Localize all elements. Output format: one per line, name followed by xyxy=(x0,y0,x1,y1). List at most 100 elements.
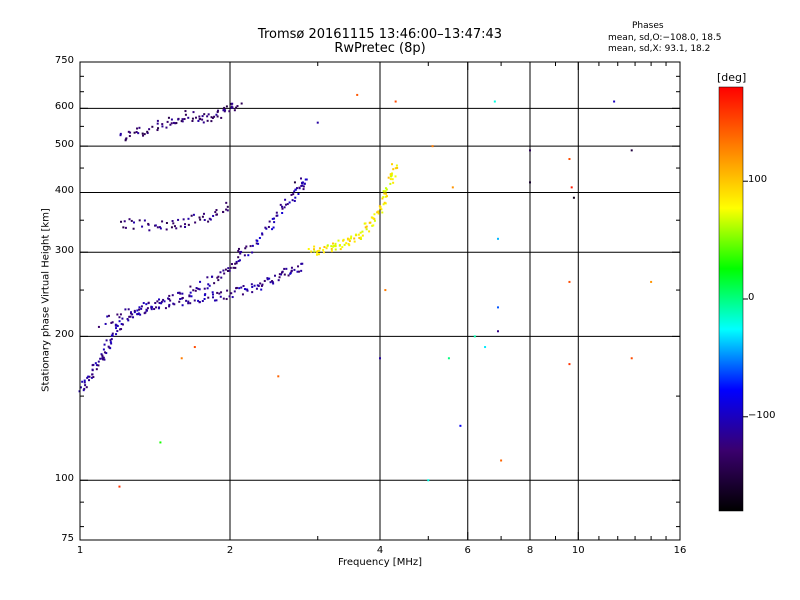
trace-point xyxy=(349,237,352,240)
trace-point xyxy=(226,209,229,212)
trace-point xyxy=(131,313,134,316)
trace-point xyxy=(277,279,280,282)
trace-point xyxy=(212,214,215,217)
colorbar xyxy=(718,86,744,512)
x-tick-label: 1 xyxy=(76,545,84,556)
trace-point xyxy=(272,226,275,229)
trace-point xyxy=(79,386,82,389)
trace-point xyxy=(318,249,321,252)
trace-point xyxy=(119,134,122,137)
trace-point xyxy=(156,300,159,303)
trace-point xyxy=(153,308,156,311)
echo-point xyxy=(568,363,571,366)
trace-point xyxy=(109,341,112,344)
trace-point xyxy=(310,250,313,253)
trace-point xyxy=(261,232,264,235)
trace-point xyxy=(284,198,287,201)
trace-point xyxy=(88,379,91,382)
trace-point xyxy=(193,299,196,302)
trace-point xyxy=(128,135,131,138)
trace-point xyxy=(184,223,187,226)
trace-point xyxy=(174,122,177,125)
trace-point xyxy=(251,285,254,288)
trace-point xyxy=(389,178,392,181)
trace-point xyxy=(150,305,153,308)
trace-point xyxy=(179,292,182,295)
trace-point xyxy=(155,306,158,309)
trace-point xyxy=(273,217,276,220)
echo-point xyxy=(568,158,571,161)
y-tick-label: 100 xyxy=(54,473,74,485)
trace-point xyxy=(129,131,132,134)
trace-point xyxy=(198,216,201,219)
trace-point xyxy=(143,133,146,136)
trace-point xyxy=(263,279,266,282)
trace-point xyxy=(127,130,130,133)
trace-point xyxy=(343,243,346,246)
phase-x-stats: mean, sd,X: 93.1, 18.2 xyxy=(608,44,711,54)
trace-point xyxy=(353,237,356,240)
trace-point xyxy=(135,131,138,134)
trace-point xyxy=(337,239,340,242)
echo-point xyxy=(568,280,571,283)
trace-point xyxy=(118,316,121,319)
trace-point xyxy=(216,291,219,294)
echo-point xyxy=(572,196,575,199)
trace-point xyxy=(207,283,210,286)
y-axis-label: Stationary phase Virtual Height [km] xyxy=(40,208,52,392)
trace-point xyxy=(372,224,375,227)
trace-point xyxy=(132,221,135,224)
colorbar-tick-label: −100 xyxy=(748,409,776,421)
trace-point xyxy=(119,313,122,316)
trace-point xyxy=(287,274,290,277)
trace-point xyxy=(359,236,362,239)
trace-point xyxy=(192,213,195,216)
trace-point xyxy=(192,111,195,114)
trace-point xyxy=(216,110,219,113)
trace-point xyxy=(207,220,210,223)
trace-point xyxy=(201,300,204,303)
trace-point xyxy=(229,266,232,269)
trace-point xyxy=(173,225,176,228)
trace-point xyxy=(332,242,335,245)
trace-point xyxy=(142,134,145,137)
trace-point xyxy=(372,217,375,220)
trace-point xyxy=(124,226,127,229)
trace-point xyxy=(118,320,121,323)
trace-point xyxy=(138,308,141,311)
trace-point xyxy=(184,113,187,116)
trace-point xyxy=(187,223,190,226)
trace-point xyxy=(104,322,107,325)
trace-point xyxy=(359,231,362,234)
trace-point xyxy=(179,297,182,300)
trace-point xyxy=(234,266,237,269)
trace-point xyxy=(116,313,119,316)
trace-point xyxy=(207,296,210,299)
trace-point xyxy=(273,221,276,224)
trace-point xyxy=(341,246,344,249)
trace-point xyxy=(355,233,358,236)
colorbar-unit-label: [deg] xyxy=(717,71,747,84)
trace-point xyxy=(111,332,114,335)
echo-point xyxy=(529,149,531,152)
trace-point xyxy=(210,116,213,119)
trace-point xyxy=(268,220,271,223)
trace-point xyxy=(128,315,131,318)
trace-point xyxy=(381,211,384,214)
trace-point xyxy=(182,218,185,221)
trace-point xyxy=(101,355,104,358)
trace-point xyxy=(394,175,397,178)
trace-point xyxy=(284,203,287,206)
trace-point xyxy=(199,280,202,283)
trace-point xyxy=(177,218,180,221)
trace-point xyxy=(394,167,397,170)
trace-point xyxy=(189,285,192,288)
trace-point xyxy=(300,269,303,272)
trace-point xyxy=(189,302,192,305)
trace-point xyxy=(235,262,238,265)
trace-point xyxy=(293,190,296,193)
trace-point xyxy=(243,254,246,257)
x-tick-label: 2 xyxy=(226,545,234,556)
trace-point xyxy=(379,207,382,210)
trace-point xyxy=(102,356,105,359)
